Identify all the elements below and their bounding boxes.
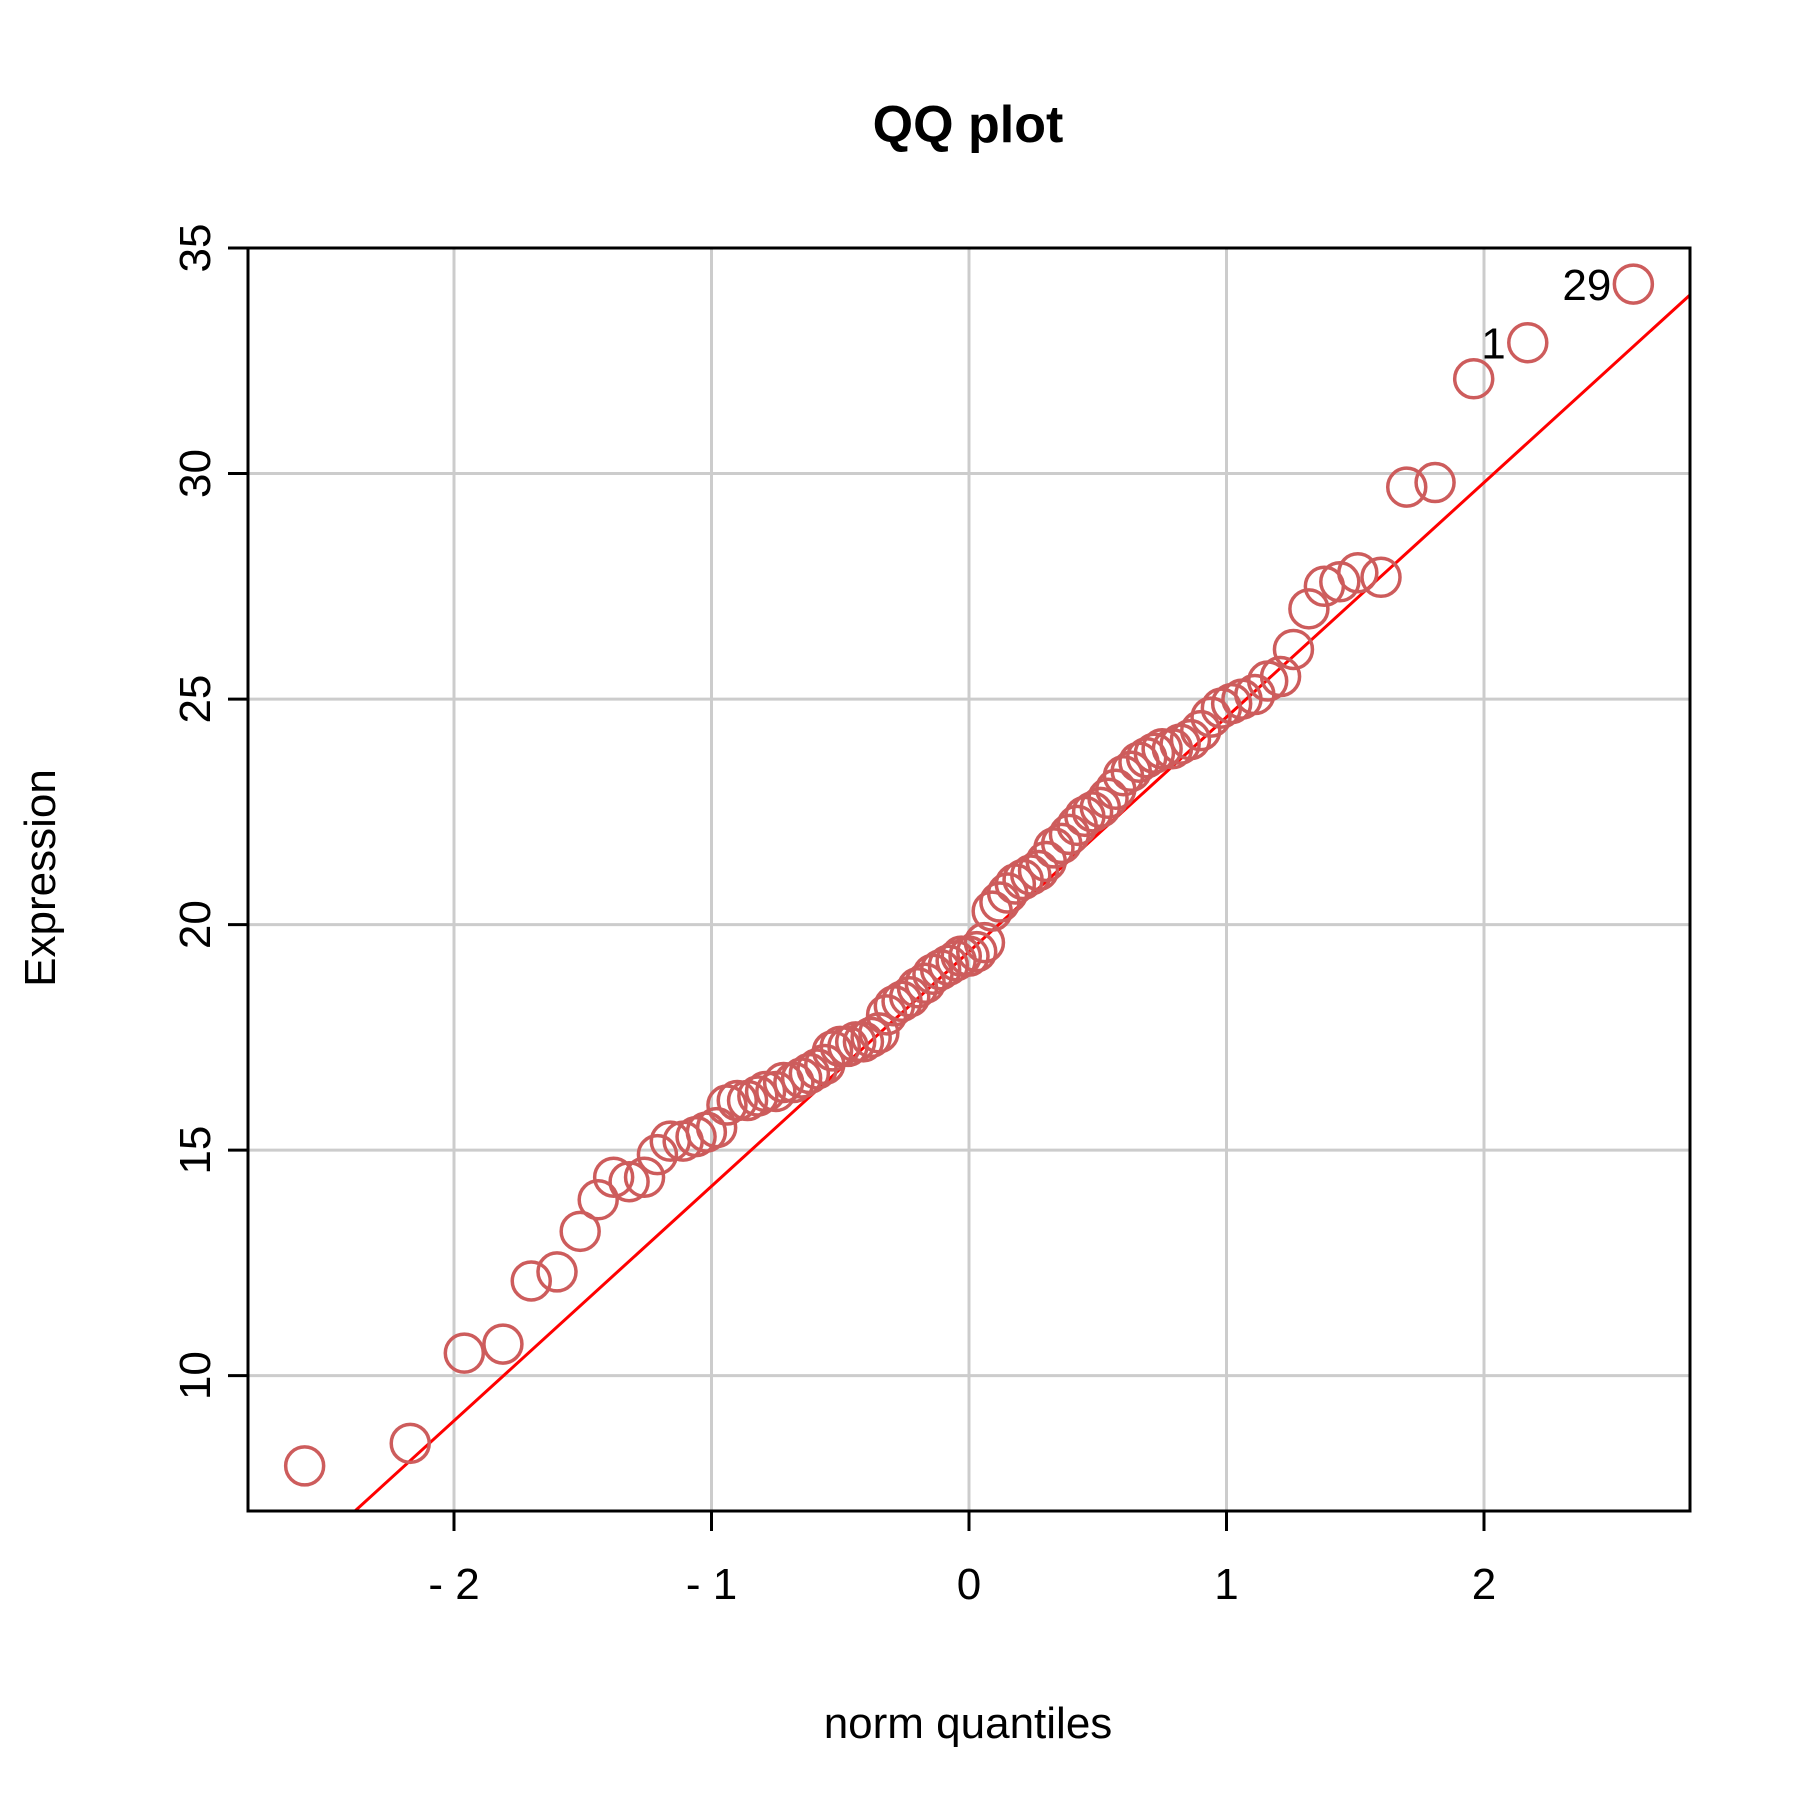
data-point bbox=[1360, 556, 1402, 599]
data-points bbox=[283, 263, 1655, 1487]
point-label: 1 bbox=[1481, 320, 1505, 369]
x-axis: - 2 - 1 0 1 2 bbox=[428, 1511, 1496, 1609]
chart-title: QQ plot bbox=[873, 96, 1064, 154]
x-tick-label: - 2 bbox=[428, 1560, 479, 1609]
grid-lines bbox=[248, 246, 1690, 1511]
data-point bbox=[716, 1079, 758, 1122]
point-label: 29 bbox=[1562, 261, 1611, 310]
data-point bbox=[608, 1160, 650, 1203]
y-tick-label: 35 bbox=[171, 224, 220, 273]
data-point bbox=[1169, 718, 1212, 761]
data-point bbox=[283, 1445, 326, 1487]
data-point bbox=[1033, 827, 1075, 869]
data-point bbox=[443, 1332, 486, 1374]
data-point bbox=[536, 1251, 578, 1293]
y-axis: 10 15 20 25 30 35 bbox=[171, 224, 248, 1400]
data-point bbox=[963, 921, 1006, 964]
data-point bbox=[948, 935, 990, 977]
data-point bbox=[695, 1106, 738, 1149]
data-point bbox=[1087, 777, 1129, 820]
data-point bbox=[1414, 461, 1456, 504]
data-point bbox=[389, 1422, 431, 1465]
x-tick-label: 0 bbox=[957, 1560, 981, 1609]
data-point bbox=[927, 944, 970, 986]
data-point bbox=[889, 976, 931, 1018]
y-tick-label: 25 bbox=[171, 675, 220, 724]
data-point bbox=[1141, 727, 1183, 770]
data-point bbox=[1272, 628, 1315, 671]
x-tick-label: - 1 bbox=[686, 1560, 737, 1609]
y-tick-label: 30 bbox=[171, 449, 220, 498]
data-point bbox=[1288, 588, 1330, 630]
data-point bbox=[1180, 709, 1222, 752]
y-tick-label: 20 bbox=[171, 900, 220, 949]
data-point bbox=[482, 1323, 524, 1365]
data-point bbox=[1507, 321, 1549, 364]
x-axis-label: norm quantiles bbox=[824, 1699, 1113, 1748]
data-point bbox=[737, 1075, 779, 1117]
data-point bbox=[636, 1133, 679, 1176]
data-point bbox=[1259, 655, 1302, 698]
data-point bbox=[811, 1030, 854, 1072]
point-labels: 29 1 bbox=[1481, 261, 1611, 369]
data-point bbox=[1190, 696, 1232, 738]
x-tick-label: 1 bbox=[1214, 1560, 1238, 1609]
data-point bbox=[1386, 466, 1428, 508]
data-point bbox=[1010, 854, 1052, 896]
data-point bbox=[955, 930, 998, 973]
data-point bbox=[1337, 552, 1379, 594]
data-point bbox=[1133, 732, 1176, 774]
data-point bbox=[1452, 358, 1495, 400]
x-tick-label: 2 bbox=[1472, 1560, 1496, 1609]
y-tick-label: 10 bbox=[171, 1351, 220, 1400]
data-point bbox=[510, 1260, 552, 1302]
data-point bbox=[577, 1179, 619, 1221]
data-point bbox=[559, 1210, 601, 1253]
data-point bbox=[623, 1156, 666, 1198]
data-point bbox=[850, 1016, 892, 1059]
data-point bbox=[1612, 263, 1655, 305]
data-point bbox=[1017, 849, 1060, 892]
y-axis-label: Expression bbox=[16, 769, 65, 987]
data-point bbox=[1071, 791, 1114, 833]
data-point bbox=[592, 1156, 635, 1198]
y-tick-label: 15 bbox=[171, 1126, 220, 1175]
